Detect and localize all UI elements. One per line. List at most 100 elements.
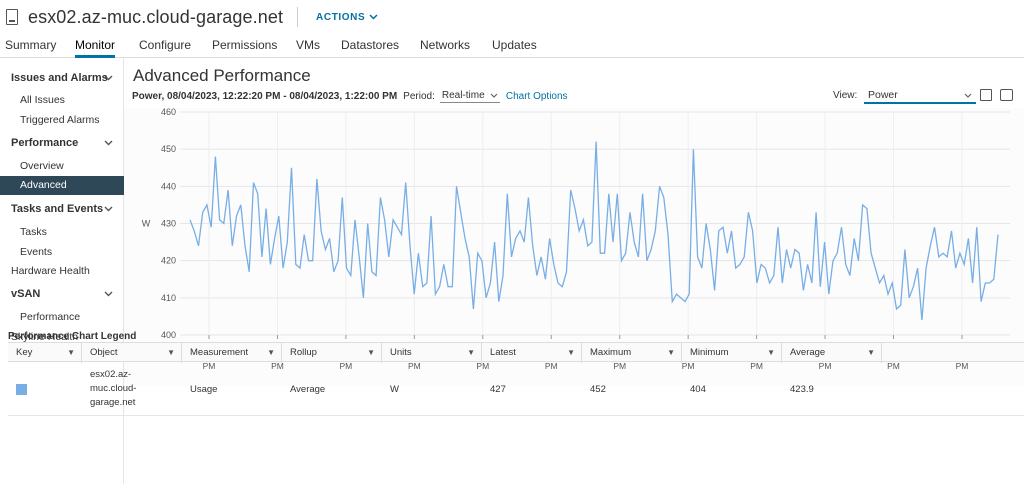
column-label: Rollup xyxy=(290,347,317,358)
column-header-object[interactable]: Object ▼ xyxy=(82,343,182,363)
units-cell: W xyxy=(390,383,399,395)
filter-icon[interactable]: ▼ xyxy=(367,348,375,357)
y-tick-label: 440 xyxy=(161,181,176,191)
x-tick-label: PM xyxy=(819,361,832,371)
sidebar-group-label: Performance xyxy=(11,137,79,149)
tab-bar: Summary Monitor Configure Permissions VM… xyxy=(0,34,1024,58)
chevron-down-icon xyxy=(369,14,378,20)
column-header-key[interactable]: Key ▼ xyxy=(8,343,82,363)
x-tick-label: PM xyxy=(682,361,695,371)
column-label: Average xyxy=(790,347,826,358)
chevron-down-icon xyxy=(490,93,498,98)
sidebar-group-label: vSAN xyxy=(11,288,41,300)
tab-datastores[interactable]: Datastores xyxy=(341,38,400,52)
view-value: Power xyxy=(868,89,898,101)
column-label: Object xyxy=(90,347,118,358)
sidebar-item-triggered-alarms[interactable]: Triggered Alarms xyxy=(20,114,100,126)
latest-cell: 427 xyxy=(490,383,506,395)
filter-icon[interactable]: ▼ xyxy=(767,348,775,357)
legend-title: Performance Chart Legend xyxy=(8,331,137,342)
chevron-down-icon xyxy=(104,140,113,146)
x-tick-label: PM xyxy=(750,361,763,371)
filter-icon[interactable]: ▼ xyxy=(467,348,475,357)
column-header-units[interactable]: Units ▼ xyxy=(382,343,482,363)
tab-vms[interactable]: VMs xyxy=(296,38,320,52)
sidebar-item-tasks[interactable]: Tasks xyxy=(20,226,47,238)
y-tick-label: 420 xyxy=(161,256,176,266)
maximum-cell: 452 xyxy=(590,383,606,395)
column-label: Key xyxy=(16,347,33,358)
y-tick-label: 450 xyxy=(161,144,176,154)
object-text: esx02.az- xyxy=(90,369,132,380)
column-header-measurement[interactable]: Measurement ▼ xyxy=(182,343,282,363)
actions-label: ACTIONS xyxy=(316,11,366,23)
period-label: Period: xyxy=(403,91,435,102)
actions-menu-button[interactable]: ACTIONS xyxy=(316,12,378,23)
divider xyxy=(297,7,299,27)
sidebar-item-events[interactable]: Events xyxy=(20,246,53,258)
filter-icon[interactable]: ▼ xyxy=(167,348,175,357)
tab-networks[interactable]: Networks xyxy=(420,38,471,52)
x-tick-label: PM xyxy=(545,361,558,371)
time-range: Power, 08/04/2023, 12:22:20 PM - 08/04/2… xyxy=(132,91,398,102)
export-icon[interactable] xyxy=(980,89,992,101)
column-header-average[interactable]: Average ▼ xyxy=(782,343,882,363)
x-tick-label: PM xyxy=(613,361,626,371)
sidebar-item-skyline-health[interactable]: Skyline Health xyxy=(11,331,79,343)
column-label: Units xyxy=(390,347,412,358)
sidebar-item-overview[interactable]: Overview xyxy=(20,160,64,172)
column-header-latest[interactable]: Latest ▼ xyxy=(482,343,582,363)
legend-row[interactable]: esx02.az- muc.cloud- garage.net Usage Av… xyxy=(8,362,1024,416)
measurement-cell: Usage xyxy=(190,383,218,395)
minimum-cell: 404 xyxy=(690,383,706,395)
column-label: Latest xyxy=(490,347,516,358)
filter-icon[interactable]: ▼ xyxy=(567,348,575,357)
tab-configure[interactable]: Configure xyxy=(139,38,192,52)
average-cell: 423.9 xyxy=(790,383,814,395)
column-header-maximum[interactable]: Maximum ▼ xyxy=(582,343,682,363)
view-select[interactable]: Power xyxy=(864,88,976,104)
sidebar-item-advanced[interactable]: Advanced xyxy=(0,176,124,195)
x-tick-label: PM xyxy=(476,361,489,371)
y-tick-label: 410 xyxy=(161,293,176,303)
chart-options-link[interactable]: Chart Options xyxy=(505,91,568,102)
x-tick-label: PM xyxy=(887,361,900,371)
x-tick-label: PM xyxy=(203,361,216,371)
y-tick-label: 460 xyxy=(161,108,176,117)
x-tick-label: PM xyxy=(956,361,969,371)
column-header-minimum[interactable]: Minimum ▼ xyxy=(682,343,782,363)
chevron-down-icon xyxy=(964,93,972,98)
series-line xyxy=(189,141,999,321)
monitor-sidebar: Issues and Alarms All Issues Triggered A… xyxy=(0,58,124,484)
sidebar-item-all-issues[interactable]: All Issues xyxy=(20,94,65,106)
x-tick-label: PM xyxy=(271,361,284,371)
sidebar-group-label: Issues and Alarms xyxy=(11,72,108,84)
tab-summary[interactable]: Summary xyxy=(5,38,57,52)
object-text: muc.cloud- xyxy=(90,383,137,394)
y-axis-label: W xyxy=(142,219,151,229)
tab-permissions[interactable]: Permissions xyxy=(212,38,278,52)
tab-monitor[interactable]: Monitor xyxy=(75,38,116,58)
column-label: Measurement xyxy=(190,347,249,358)
y-tick-label: 430 xyxy=(161,219,176,229)
rollup-cell: Average xyxy=(290,383,326,395)
legend-header-row: Key ▼ Object ▼ Measurement ▼ Rollup ▼ Units ▼… xyxy=(8,342,1024,363)
x-tick-label: PM xyxy=(408,361,421,371)
filter-icon[interactable]: ▼ xyxy=(867,348,875,357)
column-label: Minimum xyxy=(690,347,729,358)
print-icon[interactable] xyxy=(1000,89,1013,101)
object-cell: esx02.az- muc.cloud- garage.net xyxy=(82,362,182,416)
chevron-down-icon xyxy=(104,291,113,297)
sidebar-item-hardware-health[interactable]: Hardware Health xyxy=(11,265,90,277)
filter-icon[interactable]: ▼ xyxy=(267,348,275,357)
period-select[interactable]: Real-time xyxy=(439,90,500,103)
filter-icon[interactable]: ▼ xyxy=(667,348,675,357)
tab-updates[interactable]: Updates xyxy=(492,38,537,52)
chevron-down-icon xyxy=(104,75,113,81)
sidebar-item-vsan-performance[interactable]: Performance xyxy=(20,311,81,323)
series-color-swatch xyxy=(16,383,27,395)
column-header-rollup[interactable]: Rollup ▼ xyxy=(282,343,382,363)
key-cell xyxy=(8,362,82,416)
period-value: Real-time xyxy=(441,90,485,101)
filter-icon[interactable]: ▼ xyxy=(67,348,75,357)
